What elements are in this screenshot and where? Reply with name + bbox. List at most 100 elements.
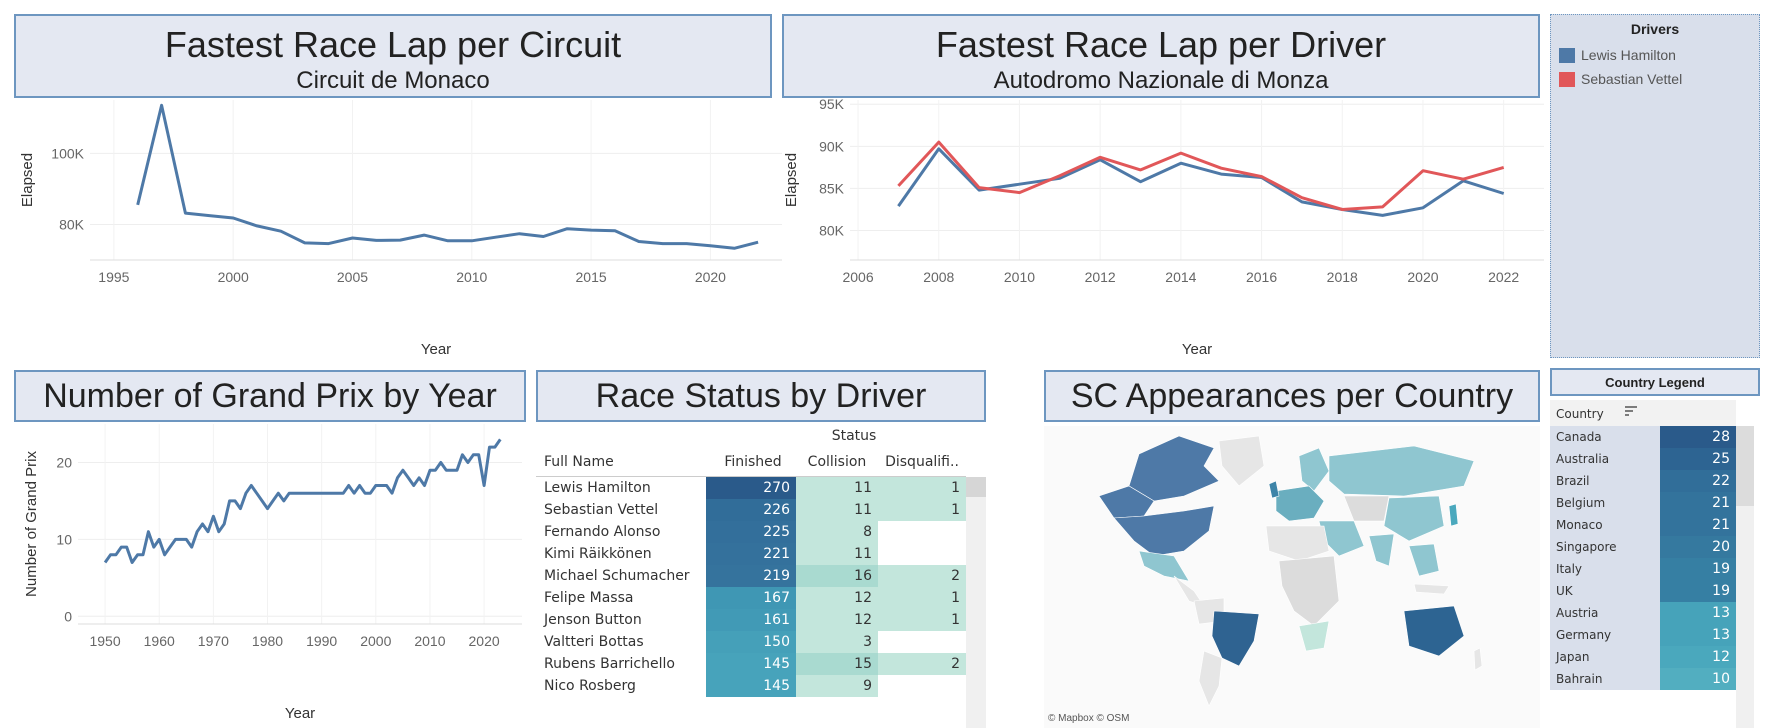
series-line[interactable]	[103, 438, 502, 564]
country-legend-row[interactable]: Germany 13	[1550, 624, 1736, 646]
country-name: Brazil	[1556, 474, 1590, 488]
gp-line-chart[interactable]: 0 10 20 1950 1960 1970 1980 1990 2000 2010 2020 Yea…	[14, 424, 534, 724]
table-row[interactable]: Fernando Alonso 225 8	[536, 521, 966, 543]
country-legend-row[interactable]: Australia 25	[1550, 448, 1736, 470]
driver-name-cell[interactable]: Michael Schumacher	[544, 568, 690, 584]
x-axis-label: Year	[421, 341, 451, 358]
country-name: Singapore	[1556, 540, 1617, 554]
country-legend-row[interactable]: Belgium 21	[1550, 492, 1736, 514]
gp-title: Number of Grand Prix by Year	[43, 377, 497, 415]
country-legend-row[interactable]: UK 19	[1550, 580, 1736, 602]
col-header-finished[interactable]: Finished	[724, 454, 782, 470]
disqualified-cell[interactable]: 1	[878, 609, 966, 631]
driver-name-cell[interactable]: Lewis Hamilton	[544, 480, 651, 496]
legend-item-lewis-hamilton[interactable]: Lewis Hamilton	[1559, 47, 1759, 63]
collision-cell[interactable]: 11	[796, 543, 878, 565]
table-row[interactable]: Kimi Räikkönen 221 11	[536, 543, 966, 565]
table-row[interactable]: Sebastian Vettel 226 11 1	[536, 499, 966, 521]
circuit-subtitle: Circuit de Monaco	[296, 67, 490, 94]
finished-cell[interactable]: 221	[706, 543, 796, 565]
disqualified-cell[interactable]	[878, 631, 966, 653]
x-tick-label: 1970	[198, 633, 229, 649]
table-row[interactable]: Michael Schumacher 219 16 2	[536, 565, 966, 587]
series-line[interactable]	[136, 103, 759, 250]
finished-cell[interactable]: 219	[706, 565, 796, 587]
collision-cell[interactable]: 16	[796, 565, 878, 587]
circuit-line-chart[interactable]: 80K 100K 1995 2000 2005 2010 2015 2020 Year Elaps…	[14, 100, 784, 360]
finished-cell[interactable]: 145	[706, 653, 796, 675]
driver-name-cell[interactable]: Nico Rosberg	[544, 678, 636, 694]
country-legend-scrollbar-thumb[interactable]	[1736, 426, 1754, 506]
table-scrollbar-thumb[interactable]	[966, 477, 986, 497]
finished-cell[interactable]: 145	[706, 675, 796, 697]
x-tick-label: 1960	[144, 633, 175, 649]
country-legend-header[interactable]: Country	[1556, 407, 1604, 421]
finished-cell[interactable]: 270	[706, 477, 796, 499]
driver-name-cell[interactable]: Felipe Massa	[544, 590, 634, 606]
col-header-collision[interactable]: Collision	[807, 454, 867, 470]
series-line[interactable]	[897, 140, 1505, 211]
disqualified-cell[interactable]: 1	[878, 477, 966, 499]
collision-cell[interactable]: 15	[796, 653, 878, 675]
driver-line-chart[interactable]: 80K 85K 90K 95K 2006 2008 2010 2012 2014 2016 2018…	[782, 96, 1552, 360]
country-value: 12	[1660, 646, 1736, 668]
map-region-australia	[1403, 605, 1465, 657]
collision-cell[interactable]: 9	[796, 675, 878, 697]
finished-cell[interactable]: 225	[706, 521, 796, 543]
driver-name-cell[interactable]: Fernando Alonso	[544, 524, 661, 540]
finished-cell[interactable]: 161	[706, 609, 796, 631]
driver-name-cell[interactable]: Jenson Button	[544, 612, 642, 628]
country-value: 19	[1660, 580, 1736, 602]
disqualified-cell[interactable]: 2	[878, 653, 966, 675]
world-map[interactable]: © Mapbox © OSM	[1044, 426, 1540, 728]
disqualified-cell[interactable]	[878, 543, 966, 565]
driver-name-cell[interactable]: Rubens Barrichello	[544, 656, 675, 672]
table-row[interactable]: Jenson Button 161 12 1	[536, 609, 966, 631]
finished-cell[interactable]: 226	[706, 499, 796, 521]
finished-cell[interactable]: 167	[706, 587, 796, 609]
finished-cell[interactable]: 150	[706, 631, 796, 653]
disqualified-cell[interactable]: 1	[878, 499, 966, 521]
table-row[interactable]: Valtteri Bottas 150 3	[536, 631, 966, 653]
sort-icon[interactable]	[1624, 405, 1638, 417]
race-status-table[interactable]: Status Full Name Finished Collision Disq…	[536, 426, 986, 728]
driver-name-cell[interactable]: Sebastian Vettel	[544, 502, 659, 518]
country-legend-scrollbar[interactable]	[1736, 426, 1754, 728]
world-map-svg	[1098, 435, 1483, 707]
collision-cell[interactable]: 12	[796, 609, 878, 631]
country-legend-row[interactable]: Japan 12	[1550, 646, 1736, 668]
disqualified-cell[interactable]: 2	[878, 565, 966, 587]
map-attribution[interactable]: © Mapbox © OSM	[1048, 713, 1130, 724]
country-legend-table[interactable]: Country Canada 28 Australia 25 Brazil 22 Belgi…	[1550, 400, 1760, 728]
country-legend-row[interactable]: Canada 28	[1550, 426, 1736, 448]
driver-name-cell[interactable]: Kimi Räikkönen	[544, 546, 652, 562]
col-header-full-name[interactable]: Full Name	[544, 454, 614, 470]
country-legend-row[interactable]: Monaco 21	[1550, 514, 1736, 536]
collision-cell[interactable]: 11	[796, 499, 878, 521]
table-row[interactable]: Lewis Hamilton 270 11 1	[536, 477, 966, 499]
collision-cell[interactable]: 8	[796, 521, 878, 543]
table-row[interactable]: Felipe Massa 167 12 1	[536, 587, 966, 609]
table-row[interactable]: Nico Rosberg 145 9	[536, 675, 966, 697]
disqualified-cell[interactable]	[878, 675, 966, 697]
collision-cell[interactable]: 12	[796, 587, 878, 609]
col-header-disqualified[interactable]: Disqualifi..	[885, 454, 959, 470]
country-legend-row[interactable]: Austria 13	[1550, 602, 1736, 624]
y-axis-label: Number of Grand Prix	[23, 451, 40, 597]
legend-item-sebastian-vettel[interactable]: Sebastian Vettel	[1559, 71, 1759, 87]
country-legend-row[interactable]: Brazil 22	[1550, 470, 1736, 492]
country-legend-row[interactable]: Italy 19	[1550, 558, 1736, 580]
sc-title-box: SC Appearances per Country	[1044, 370, 1540, 422]
series-line[interactable]	[897, 147, 1505, 217]
table-row[interactable]: Rubens Barrichello 145 15 2	[536, 653, 966, 675]
country-legend-row[interactable]: Bahrain 10	[1550, 668, 1736, 690]
table-scrollbar[interactable]	[966, 477, 986, 728]
collision-cell[interactable]: 11	[796, 477, 878, 499]
disqualified-cell[interactable]: 1	[878, 587, 966, 609]
country-legend-row[interactable]: Singapore 20	[1550, 536, 1736, 558]
collision-cell[interactable]: 3	[796, 631, 878, 653]
country-name: Japan	[1556, 650, 1590, 664]
driver-name-cell[interactable]: Valtteri Bottas	[544, 634, 644, 650]
country-legend-rows: Canada 28 Australia 25 Brazil 22 Belgium 21 Mona…	[1550, 426, 1736, 728]
disqualified-cell[interactable]	[878, 521, 966, 543]
